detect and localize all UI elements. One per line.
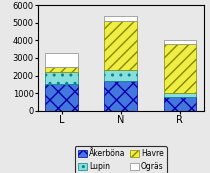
Bar bbox=[164, 44, 196, 93]
Bar bbox=[164, 97, 196, 111]
Bar bbox=[105, 70, 137, 81]
Legend: Åkerböna, Lupin, Havre, Ogräs: Åkerböna, Lupin, Havre, Ogräs bbox=[75, 146, 167, 173]
Bar bbox=[164, 40, 196, 44]
Bar bbox=[45, 67, 78, 72]
Bar bbox=[105, 81, 137, 111]
Bar bbox=[105, 21, 137, 70]
Bar bbox=[45, 53, 78, 67]
Bar bbox=[45, 84, 78, 111]
Bar bbox=[105, 16, 137, 21]
Bar bbox=[45, 72, 78, 84]
Bar bbox=[164, 93, 196, 97]
